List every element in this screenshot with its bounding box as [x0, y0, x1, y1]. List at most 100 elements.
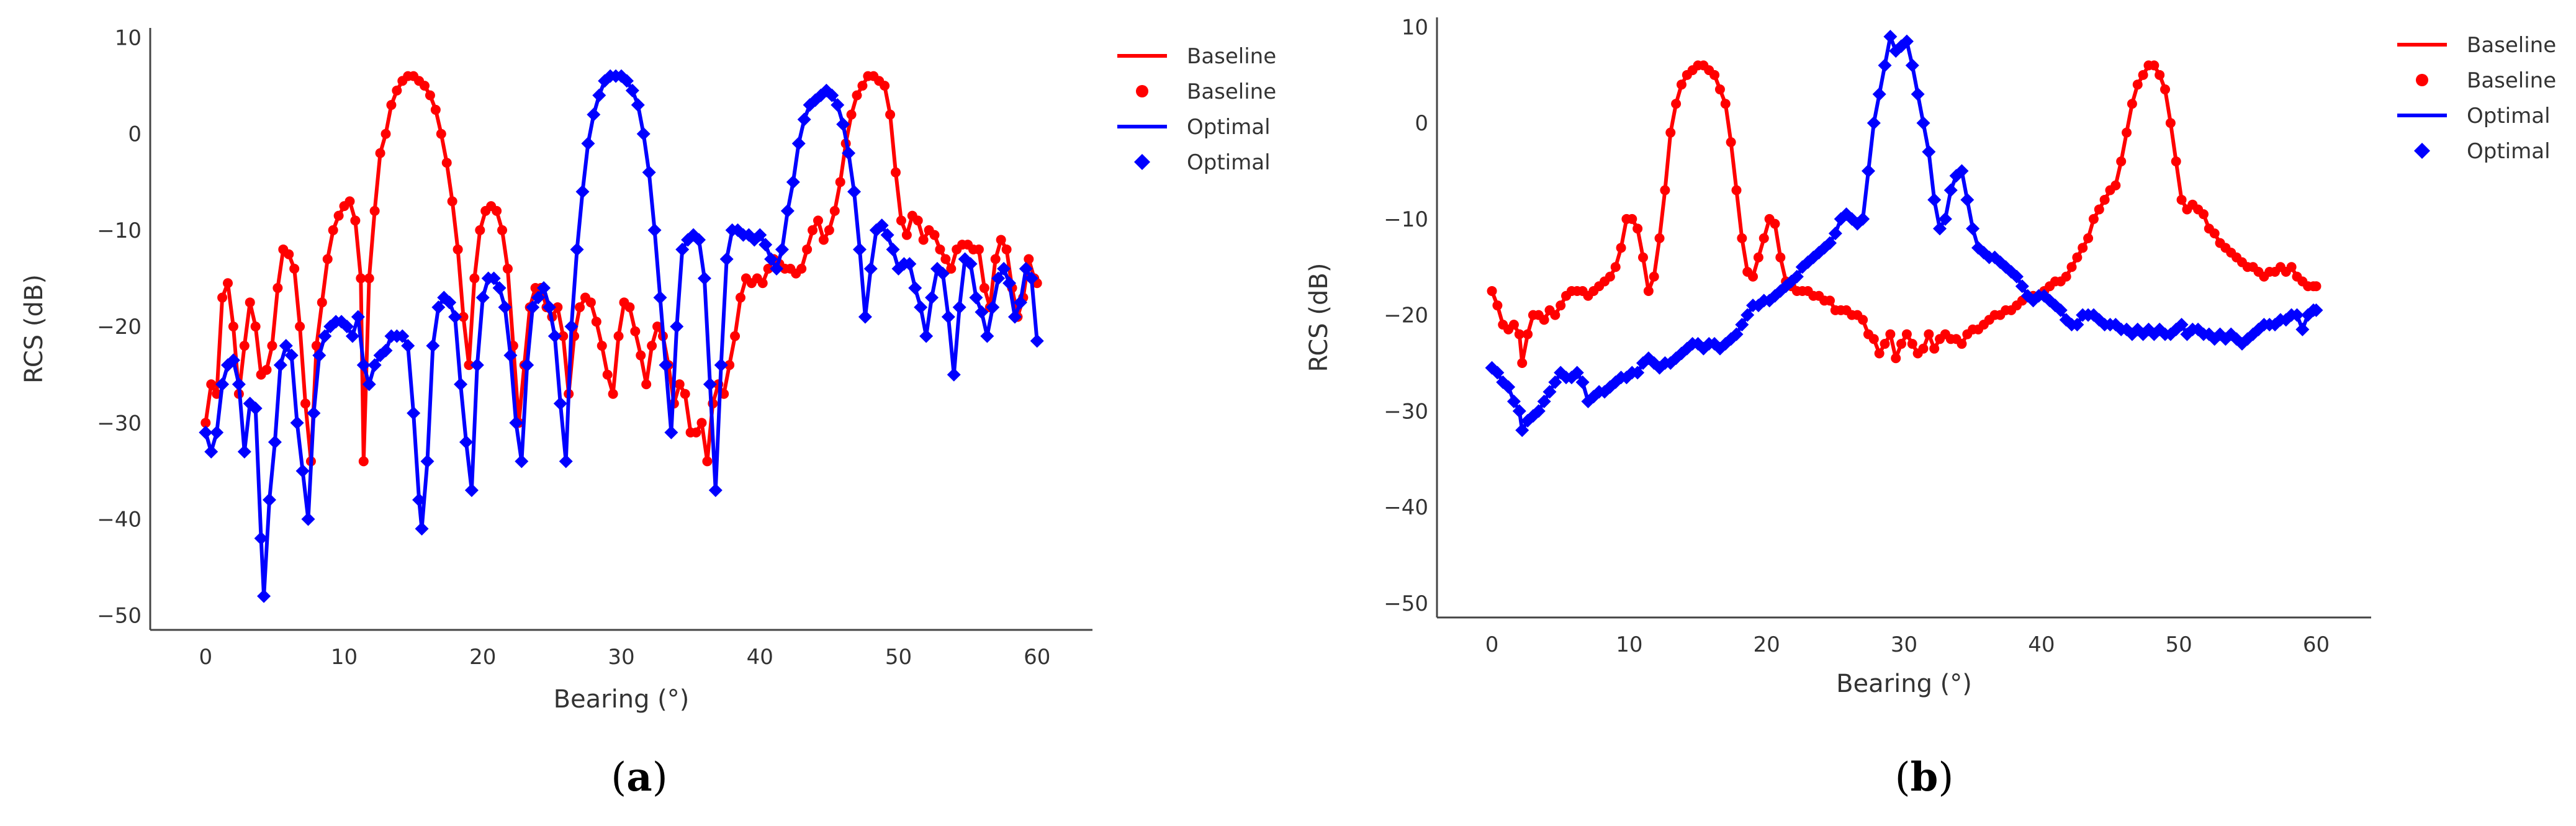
data-point [591, 316, 601, 327]
data-point [2072, 252, 2083, 263]
data-point [1013, 295, 1027, 310]
data-point [1957, 339, 1967, 349]
data-point [2174, 318, 2189, 332]
data-point [940, 254, 951, 264]
y-tick-label: −20 [97, 315, 142, 339]
data-point [552, 302, 563, 313]
data-point [1492, 300, 1503, 311]
data-point [759, 238, 773, 252]
x-tick-label: 30 [608, 645, 634, 670]
data-point [420, 454, 435, 469]
data-point [1737, 233, 1747, 243]
data-point [647, 223, 662, 237]
data-point [430, 104, 441, 115]
data-point [1938, 212, 1952, 226]
data-point [503, 348, 518, 362]
data-point [1868, 334, 1879, 344]
data-point [724, 360, 735, 370]
x-tick-label: 0 [1485, 632, 1499, 657]
data-point [753, 228, 767, 242]
data-point [1885, 329, 1896, 339]
legend-diamond-swatch [2414, 143, 2430, 159]
legend-item: Optimal [1134, 150, 1271, 175]
data-point [369, 205, 380, 216]
data-point [1019, 262, 1033, 276]
data-point [631, 98, 645, 112]
data-point [239, 341, 250, 351]
data-point [624, 302, 635, 313]
data-point [935, 266, 950, 281]
data-point [1858, 315, 1868, 325]
data-point [1916, 116, 1930, 130]
y-axis-title: RCS (dB) [1305, 263, 1333, 372]
data-point [307, 406, 321, 420]
data-point [232, 377, 246, 392]
data-point [289, 264, 300, 274]
legend-item: Baseline [2397, 33, 2556, 58]
series-line-baseline [1490, 63, 2317, 365]
data-point [947, 367, 961, 382]
data-point [311, 341, 322, 351]
data-point [2053, 303, 2068, 317]
data-point [1002, 276, 1017, 290]
data-point [659, 358, 673, 372]
data-point [1922, 145, 1936, 159]
data-point [996, 235, 1006, 245]
data-point [333, 210, 344, 221]
x-tick-label: 0 [199, 645, 212, 670]
data-point [492, 205, 502, 216]
data-point [835, 177, 845, 187]
data-point [1512, 404, 1526, 418]
data-point [680, 388, 690, 399]
legend-item: Baseline [2416, 68, 2556, 93]
data-point [273, 358, 287, 372]
data-point [2165, 118, 2176, 128]
data-point [345, 196, 355, 207]
data-point [379, 343, 393, 357]
data-point [702, 456, 713, 467]
data-point [459, 435, 473, 449]
data-point [1637, 252, 1648, 263]
data-point [284, 348, 299, 362]
data-point [1508, 320, 1519, 330]
data-point [818, 235, 829, 245]
data-point [1741, 308, 1755, 322]
y-axis-title: RCS (dB) [20, 274, 48, 384]
legend-item: Optimal [2397, 104, 2551, 128]
data-point [886, 242, 900, 256]
data-point [979, 283, 989, 294]
data-point [1966, 222, 1980, 236]
data-point [969, 290, 983, 305]
data-point [1883, 29, 1898, 43]
data-point [2311, 281, 2322, 292]
data-point [2155, 70, 2165, 80]
data-point [200, 418, 211, 428]
data-point [1506, 394, 1521, 408]
data-point [575, 184, 590, 199]
data-point [272, 283, 283, 294]
data-point [780, 204, 795, 218]
legend: Baseline Baseline Optimal Optimal [2397, 33, 2556, 164]
data-point [991, 271, 1006, 285]
data-point [1955, 164, 1969, 178]
data-point [946, 264, 957, 274]
y-tick-label: 0 [128, 122, 142, 147]
data-point [340, 320, 354, 334]
data-point [515, 454, 529, 469]
data-point [664, 425, 678, 439]
legend-item: Baseline [1117, 44, 1276, 69]
data-point [1660, 185, 1670, 195]
data-point [691, 427, 701, 438]
data-point [880, 228, 894, 242]
series-optimal [1485, 29, 2323, 438]
data-point [1514, 329, 1524, 339]
data-point [2290, 308, 2304, 322]
data-point [675, 242, 690, 256]
data-point [935, 244, 945, 254]
data-point [215, 377, 230, 392]
data-point [642, 165, 656, 179]
data-point [2083, 233, 2094, 243]
data-point [443, 295, 457, 310]
data-point [908, 281, 922, 295]
data-point [719, 252, 734, 266]
